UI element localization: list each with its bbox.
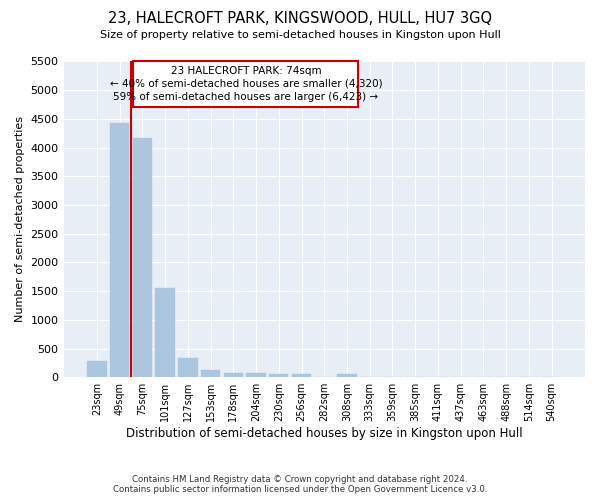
Bar	[133, 62, 358, 108]
Bar	[87, 361, 107, 377]
Text: Size of property relative to semi-detached houses in Kingston upon Hull: Size of property relative to semi-detach…	[100, 30, 500, 40]
Bar	[178, 358, 197, 377]
Text: ← 40% of semi-detached houses are smaller (4,320): ← 40% of semi-detached houses are smalle…	[110, 78, 382, 88]
Bar	[337, 374, 356, 377]
Bar	[155, 288, 175, 377]
X-axis label: Distribution of semi-detached houses by size in Kingston upon Hull: Distribution of semi-detached houses by …	[126, 427, 523, 440]
Bar	[269, 374, 289, 377]
Text: 23 HALECROFT PARK: 74sqm: 23 HALECROFT PARK: 74sqm	[170, 66, 321, 76]
Bar	[224, 372, 243, 377]
Bar	[133, 138, 152, 377]
Bar	[292, 374, 311, 377]
Bar	[247, 374, 266, 377]
Bar	[201, 370, 220, 377]
Text: 59% of semi-detached houses are larger (6,423) →: 59% of semi-detached houses are larger (…	[113, 92, 379, 102]
Text: 23, HALECROFT PARK, KINGSWOOD, HULL, HU7 3GQ: 23, HALECROFT PARK, KINGSWOOD, HULL, HU7…	[108, 11, 492, 26]
Text: Contains HM Land Registry data © Crown copyright and database right 2024.
Contai: Contains HM Land Registry data © Crown c…	[113, 474, 487, 494]
Bar	[110, 123, 130, 377]
Y-axis label: Number of semi-detached properties: Number of semi-detached properties	[15, 116, 25, 322]
